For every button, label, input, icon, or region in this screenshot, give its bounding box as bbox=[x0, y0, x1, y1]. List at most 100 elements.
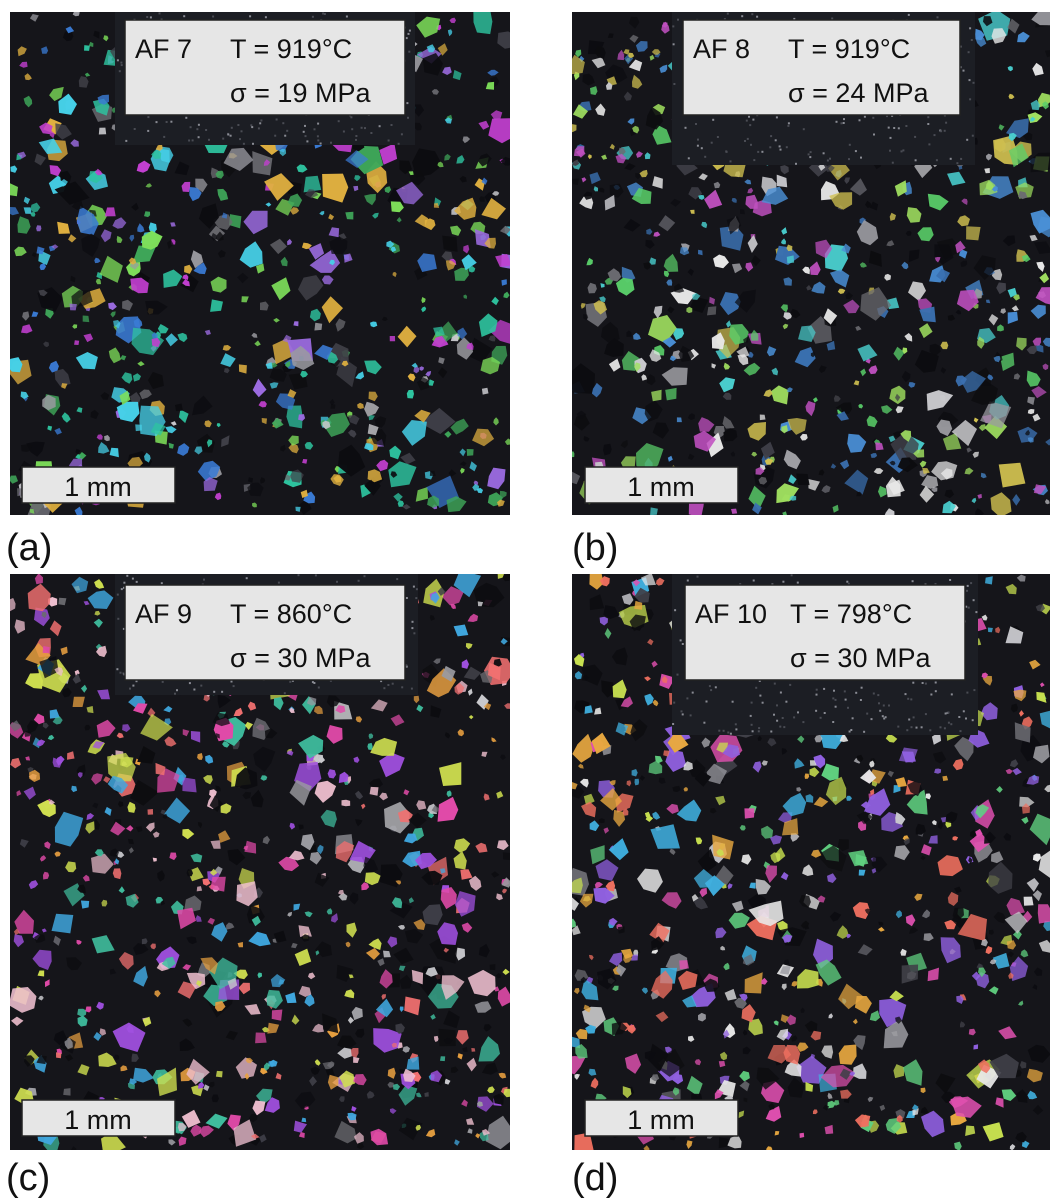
indenter-speckle bbox=[249, 15, 251, 17]
indenter-speckle bbox=[411, 688, 413, 690]
grain bbox=[679, 960, 689, 969]
indenter-speckle bbox=[715, 686, 717, 688]
indenter-speckle bbox=[968, 607, 970, 609]
indenter-speckle bbox=[878, 702, 880, 704]
indenter-speckle bbox=[944, 727, 946, 729]
indenter-speckle bbox=[969, 98, 971, 100]
indenter-speckle bbox=[789, 684, 791, 686]
indenter-speckle bbox=[411, 627, 413, 629]
indenter-speckle bbox=[901, 150, 903, 152]
indenter-speckle bbox=[948, 722, 950, 724]
grain bbox=[36, 225, 41, 231]
grain bbox=[342, 800, 351, 807]
grain bbox=[439, 1029, 456, 1047]
indenter-speckle bbox=[927, 123, 929, 125]
indenter-speckle bbox=[170, 121, 172, 123]
indenter-speckle bbox=[231, 681, 233, 683]
indenter-speckle bbox=[284, 692, 286, 694]
indenter-speckle bbox=[117, 59, 119, 61]
indenter-speckle bbox=[147, 116, 149, 118]
indenter-speckle bbox=[701, 147, 703, 149]
indenter-speckle bbox=[718, 730, 720, 732]
indenter-speckle bbox=[922, 682, 924, 684]
indenter-speckle bbox=[200, 685, 202, 687]
indenter-speckle bbox=[753, 580, 755, 582]
indenter-speckle bbox=[832, 697, 834, 699]
indenter-speckle bbox=[227, 134, 229, 136]
indenter-speckle bbox=[780, 692, 782, 694]
grain bbox=[985, 576, 993, 584]
indenter-speckle bbox=[674, 609, 676, 611]
indenter-speckle bbox=[864, 116, 866, 118]
indenter-speckle bbox=[860, 157, 862, 159]
indenter-speckle bbox=[132, 685, 134, 687]
indenter-speckle bbox=[907, 698, 909, 700]
indenter-speckle bbox=[324, 13, 326, 15]
panel-label: (b) bbox=[572, 527, 618, 569]
indenter-speckle bbox=[162, 681, 164, 683]
indenter-speckle bbox=[355, 135, 357, 137]
indenter-speckle bbox=[284, 135, 286, 137]
indenter-speckle bbox=[396, 578, 398, 580]
indenter-speckle bbox=[692, 692, 694, 694]
indenter-speckle bbox=[730, 733, 732, 735]
indenter-speckle bbox=[350, 116, 352, 118]
indenter-speckle bbox=[398, 143, 400, 145]
indenter-speckle bbox=[231, 127, 233, 129]
indenter-speckle bbox=[416, 588, 418, 590]
indenter-speckle bbox=[192, 139, 194, 141]
indenter-speckle bbox=[832, 721, 834, 723]
indenter-speckle bbox=[276, 119, 278, 121]
indenter-speckle bbox=[230, 135, 232, 137]
indenter-speckle bbox=[940, 130, 942, 132]
indenter-speckle bbox=[189, 682, 191, 684]
indenter-speckle bbox=[958, 716, 960, 718]
indenter-speckle bbox=[898, 127, 900, 129]
indenter-speckle bbox=[960, 158, 962, 160]
grain bbox=[331, 404, 336, 409]
stress: σ = 30 MPa bbox=[790, 643, 931, 673]
indenter-speckle bbox=[274, 135, 276, 137]
indenter-speckle bbox=[815, 710, 817, 712]
indenter-speckle bbox=[251, 126, 253, 128]
indenter-speckle bbox=[682, 643, 684, 645]
grain bbox=[211, 877, 226, 892]
grain bbox=[1038, 904, 1051, 923]
grain bbox=[99, 128, 106, 135]
grain bbox=[572, 179, 579, 186]
indenter-speckle bbox=[123, 582, 125, 584]
indenter-speckle bbox=[282, 122, 284, 124]
indenter-speckle bbox=[198, 124, 200, 126]
indenter-speckle bbox=[934, 134, 936, 136]
indenter-speckle bbox=[237, 124, 239, 126]
indenter-speckle bbox=[233, 685, 235, 687]
indenter-speckle bbox=[935, 682, 937, 684]
indenter-speckle bbox=[803, 128, 805, 130]
indenter-speckle bbox=[836, 121, 838, 123]
indenter-speckle bbox=[408, 51, 410, 53]
indenter-speckle bbox=[408, 33, 410, 35]
indenter-speckle bbox=[911, 726, 913, 728]
indenter-speckle bbox=[872, 117, 874, 119]
grain bbox=[471, 1048, 475, 1052]
grain bbox=[796, 474, 809, 486]
indenter-speckle bbox=[730, 160, 732, 162]
indenter-speckle bbox=[883, 705, 885, 707]
indenter-speckle bbox=[755, 687, 757, 689]
grain bbox=[740, 209, 745, 214]
indenter-speckle bbox=[785, 701, 787, 703]
indenter-speckle bbox=[146, 16, 148, 18]
indenter-speckle bbox=[949, 579, 951, 581]
indenter-speckle bbox=[925, 713, 927, 715]
indenter-speckle bbox=[965, 718, 967, 720]
grain bbox=[84, 45, 90, 51]
indenter-speckle bbox=[741, 15, 743, 17]
indenter-speckle bbox=[725, 150, 727, 152]
indenter-speckle bbox=[415, 597, 417, 599]
indenter-speckle bbox=[680, 639, 682, 641]
indenter-speckle bbox=[852, 717, 854, 719]
indenter-speckle bbox=[358, 580, 360, 582]
indenter-speckle bbox=[298, 574, 300, 576]
indenter-speckle bbox=[750, 715, 752, 717]
indenter-speckle bbox=[774, 683, 776, 685]
